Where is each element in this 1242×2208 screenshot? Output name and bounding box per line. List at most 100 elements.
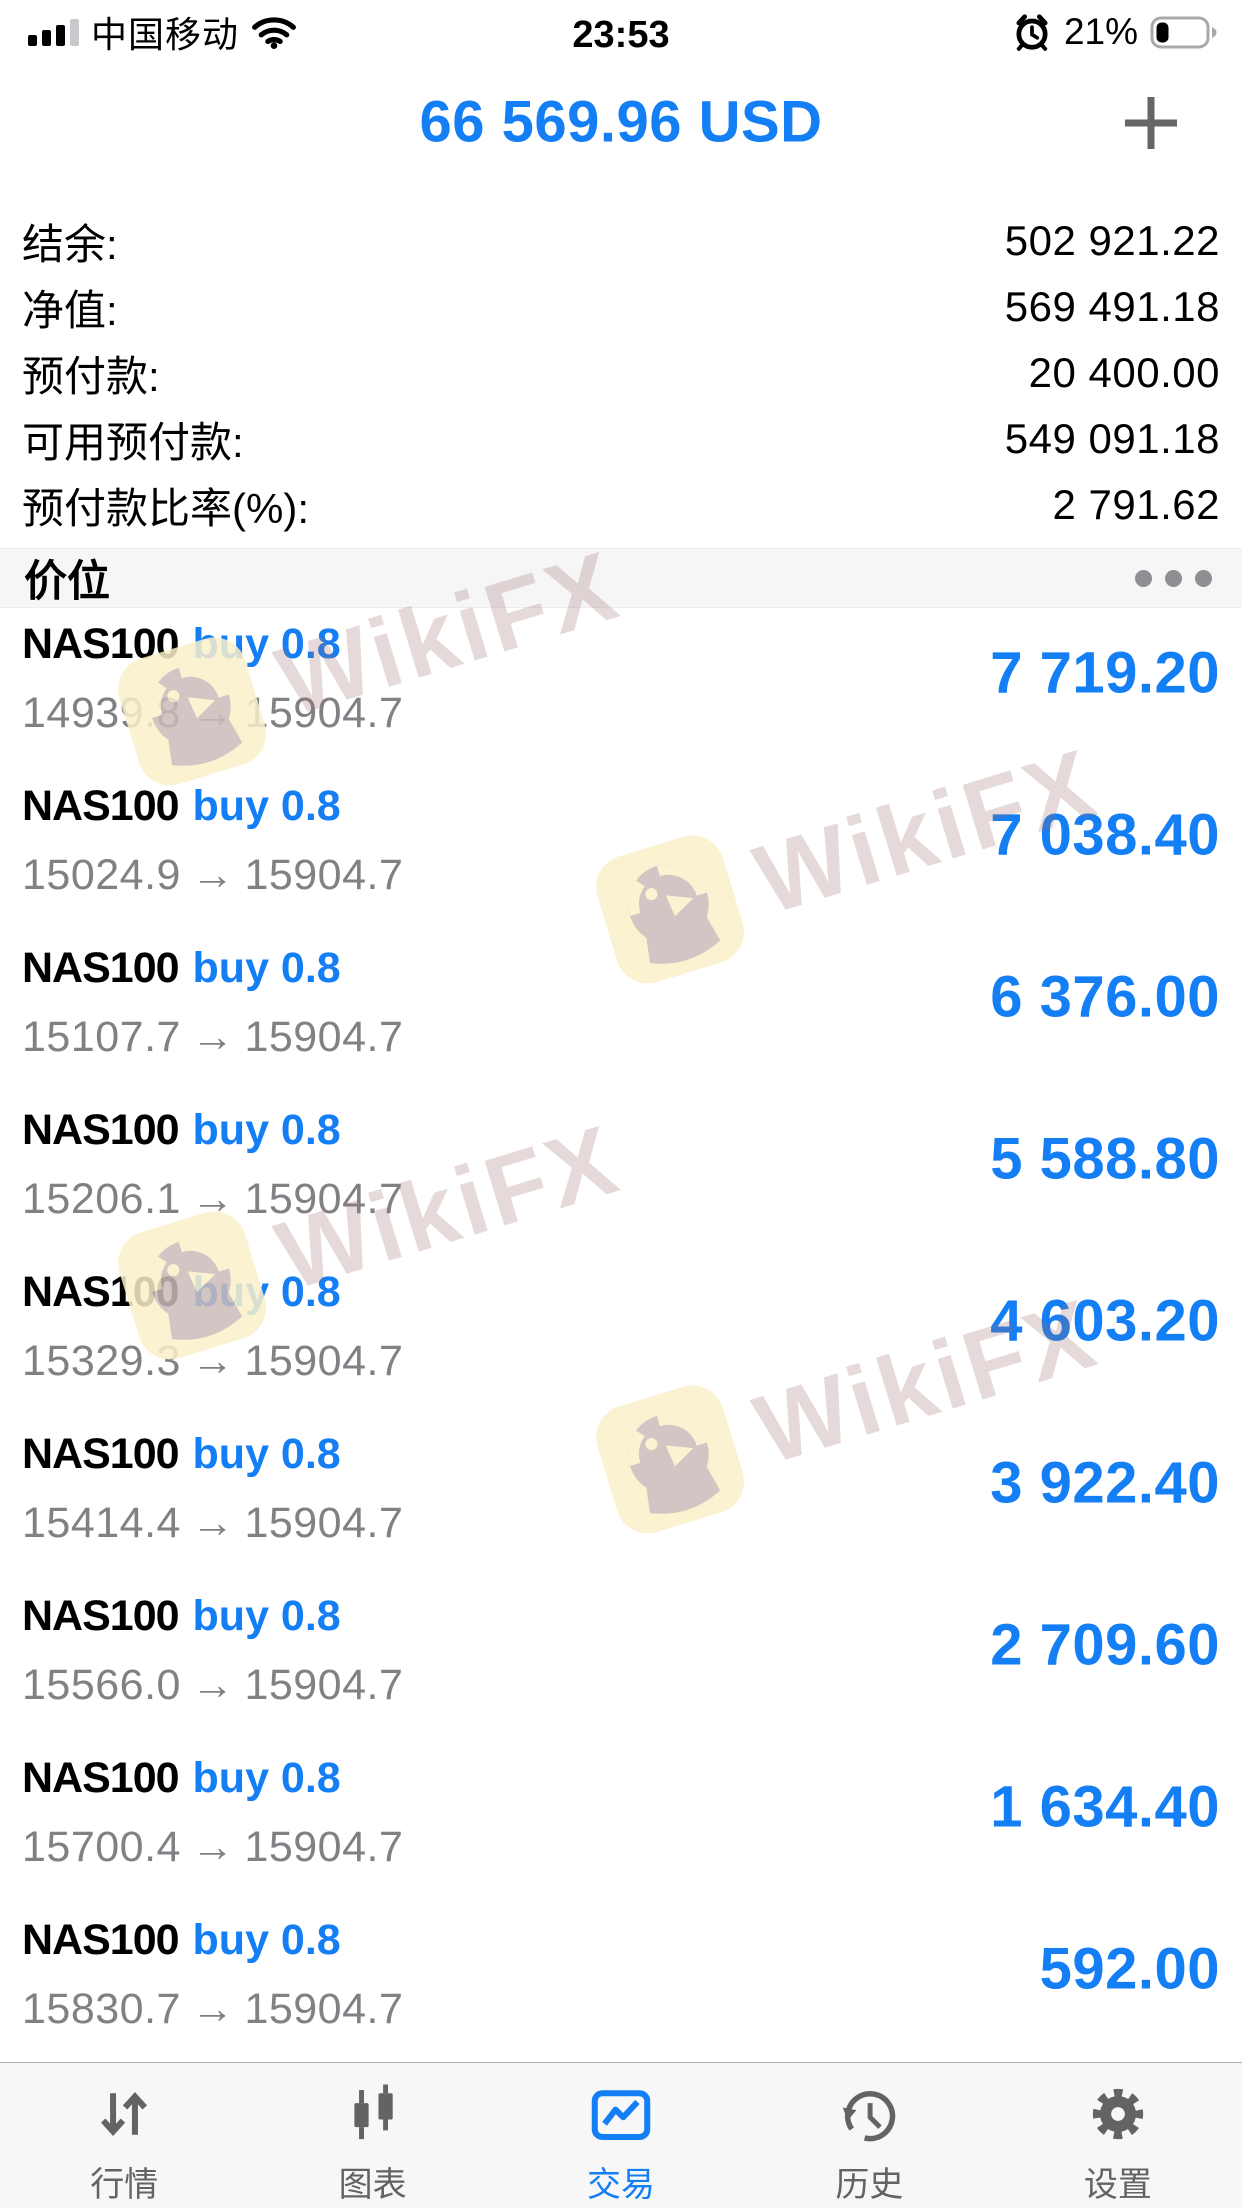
tab-quotes[interactable]: 行情	[0, 2063, 248, 2208]
position-side-volume: buy 0.8	[192, 1268, 341, 1316]
account-total-balance: 66 569.96 USD	[419, 89, 823, 155]
arrow-right-icon: →	[190, 851, 235, 899]
position-row[interactable]: NAS100 buy 0.8 15329.3 → 15904.7 4 603.20	[0, 1256, 1242, 1418]
summary-label: 净值:	[22, 286, 118, 334]
open-price: 15329.3	[22, 1337, 181, 1385]
current-price: 15904.7	[244, 1661, 404, 1709]
plus-icon	[1118, 90, 1184, 156]
arrow-right-icon: →	[190, 689, 235, 737]
position-side-volume: buy 0.8	[192, 944, 341, 992]
position-symbol: NAS100	[22, 1106, 180, 1154]
open-price: 15700.4	[22, 1823, 181, 1871]
current-price: 15904.7	[244, 1337, 404, 1385]
tab-charts[interactable]: 图表	[248, 2063, 496, 2208]
summary-value: 549 091.18	[1004, 415, 1220, 462]
arrow-right-icon: →	[190, 1823, 235, 1871]
positions-list: NAS100 buy 0.8 14939.8 → 15904.7 7 719.20 N…	[0, 608, 1242, 2066]
summary-value: 20 400.00	[1028, 349, 1220, 396]
history-clock-icon	[834, 2079, 904, 2149]
account-summary-row: 预付款: 20 400.00	[22, 340, 1220, 406]
open-price: 15566.0	[22, 1661, 181, 1709]
position-profit: 3 922.40	[990, 1450, 1220, 1516]
position-profit: 2 709.60	[990, 1612, 1220, 1678]
position-row[interactable]: NAS100 buy 0.8 15107.7 → 15904.7 6 376.00	[0, 932, 1242, 1094]
cellular-signal-icon	[28, 18, 79, 46]
current-price: 15904.7	[244, 689, 404, 737]
position-symbol: NAS100	[22, 944, 180, 992]
account-summary: 结余: 502 921.22 净值: 569 491.18 预付款: 20 40…	[0, 204, 1242, 548]
ellipsis-icon	[1135, 569, 1212, 587]
arrow-right-icon: →	[190, 1337, 235, 1385]
open-price: 15107.7	[22, 1013, 181, 1061]
position-side-volume: buy 0.8	[192, 1592, 341, 1640]
position-profit: 4 603.20	[990, 1288, 1220, 1354]
clock-label: 23:53	[572, 14, 670, 56]
position-side-volume: buy 0.8	[192, 1430, 341, 1478]
tab-label: 行情	[90, 2166, 159, 2204]
position-side-volume: buy 0.8	[192, 1916, 341, 1964]
position-side-volume: buy 0.8	[192, 620, 341, 668]
position-symbol: NAS100	[22, 782, 180, 830]
position-profit: 7 038.40	[990, 802, 1220, 868]
tab-label: 设置	[1083, 2166, 1152, 2204]
current-price: 15904.7	[244, 851, 404, 899]
position-profit: 5 588.80	[990, 1126, 1220, 1192]
position-side-volume: buy 0.8	[192, 782, 341, 830]
tab-history[interactable]: 历史	[745, 2063, 993, 2208]
open-price: 15414.4	[22, 1499, 181, 1547]
summary-label: 结余:	[22, 220, 118, 268]
position-row[interactable]: NAS100 buy 0.8 15700.4 → 15904.7 1 634.40	[0, 1742, 1242, 1904]
position-row[interactable]: NAS100 buy 0.8 15830.7 → 15904.7 592.00	[0, 1904, 1242, 2066]
arrow-right-icon: →	[190, 1985, 235, 2033]
open-price: 15206.1	[22, 1175, 181, 1223]
summary-value: 502 921.22	[1004, 217, 1220, 264]
position-profit: 6 376.00	[990, 964, 1220, 1030]
alarm-icon	[1012, 12, 1052, 52]
wifi-icon	[251, 15, 297, 49]
account-summary-row: 预付款比率(%): 2 791.62	[22, 472, 1220, 538]
position-row[interactable]: NAS100 buy 0.8 15206.1 → 15904.7 5 588.80	[0, 1094, 1242, 1256]
position-row[interactable]: NAS100 buy 0.8 14939.8 → 15904.7 7 719.20	[0, 608, 1242, 770]
more-options-button[interactable]	[1129, 564, 1218, 593]
tab-label: 历史	[835, 2166, 904, 2204]
position-row[interactable]: NAS100 buy 0.8 15414.4 → 15904.7 3 922.40	[0, 1418, 1242, 1580]
position-symbol: NAS100	[22, 1754, 180, 1802]
position-row[interactable]: NAS100 buy 0.8 15566.0 → 15904.7 2 709.60	[0, 1580, 1242, 1742]
candlestick-chart-icon	[338, 2079, 408, 2149]
summary-value: 2 791.62	[1052, 481, 1220, 528]
position-profit: 7 719.20	[990, 640, 1220, 706]
position-symbol: NAS100	[22, 1268, 180, 1316]
tab-label: 图表	[338, 2166, 407, 2204]
open-price: 15024.9	[22, 851, 181, 899]
position-side-volume: buy 0.8	[192, 1754, 341, 1802]
summary-label: 可用预付款:	[22, 418, 244, 466]
positions-section-header: 价位	[0, 548, 1242, 608]
quotes-arrows-icon	[89, 2079, 159, 2149]
tab-settings[interactable]: 设置	[994, 2063, 1242, 2208]
arrow-right-icon: →	[190, 1013, 235, 1061]
open-price: 14939.8	[22, 689, 181, 737]
trade-chart-icon	[586, 2079, 656, 2149]
current-price: 15904.7	[244, 1499, 404, 1547]
position-row[interactable]: NAS100 buy 0.8 15024.9 → 15904.7 7 038.40	[0, 770, 1242, 932]
summary-label: 预付款:	[22, 352, 160, 400]
carrier-label: 中国移动	[91, 14, 240, 55]
arrow-right-icon: →	[190, 1175, 235, 1223]
position-profit: 1 634.40	[990, 1774, 1220, 1840]
add-order-button[interactable]	[1118, 90, 1184, 156]
summary-label: 预付款比率(%):	[22, 484, 309, 532]
status-bar: 中国移动 23:53 21%	[0, 0, 1242, 56]
current-price: 15904.7	[244, 1985, 404, 2033]
position-side-volume: buy 0.8	[192, 1106, 341, 1154]
tab-label: 交易	[587, 2166, 656, 2204]
position-symbol: NAS100	[22, 620, 180, 668]
current-price: 15904.7	[244, 1823, 404, 1871]
arrow-right-icon: →	[190, 1661, 235, 1709]
tab-trade[interactable]: 交易	[497, 2063, 745, 2208]
position-symbol: NAS100	[22, 1916, 180, 1964]
position-symbol: NAS100	[22, 1430, 180, 1478]
position-profit: 592.00	[1039, 1936, 1220, 2002]
account-summary-row: 可用预付款: 549 091.18	[22, 406, 1220, 472]
arrow-right-icon: →	[190, 1499, 235, 1547]
account-summary-row: 结余: 502 921.22	[22, 208, 1220, 274]
